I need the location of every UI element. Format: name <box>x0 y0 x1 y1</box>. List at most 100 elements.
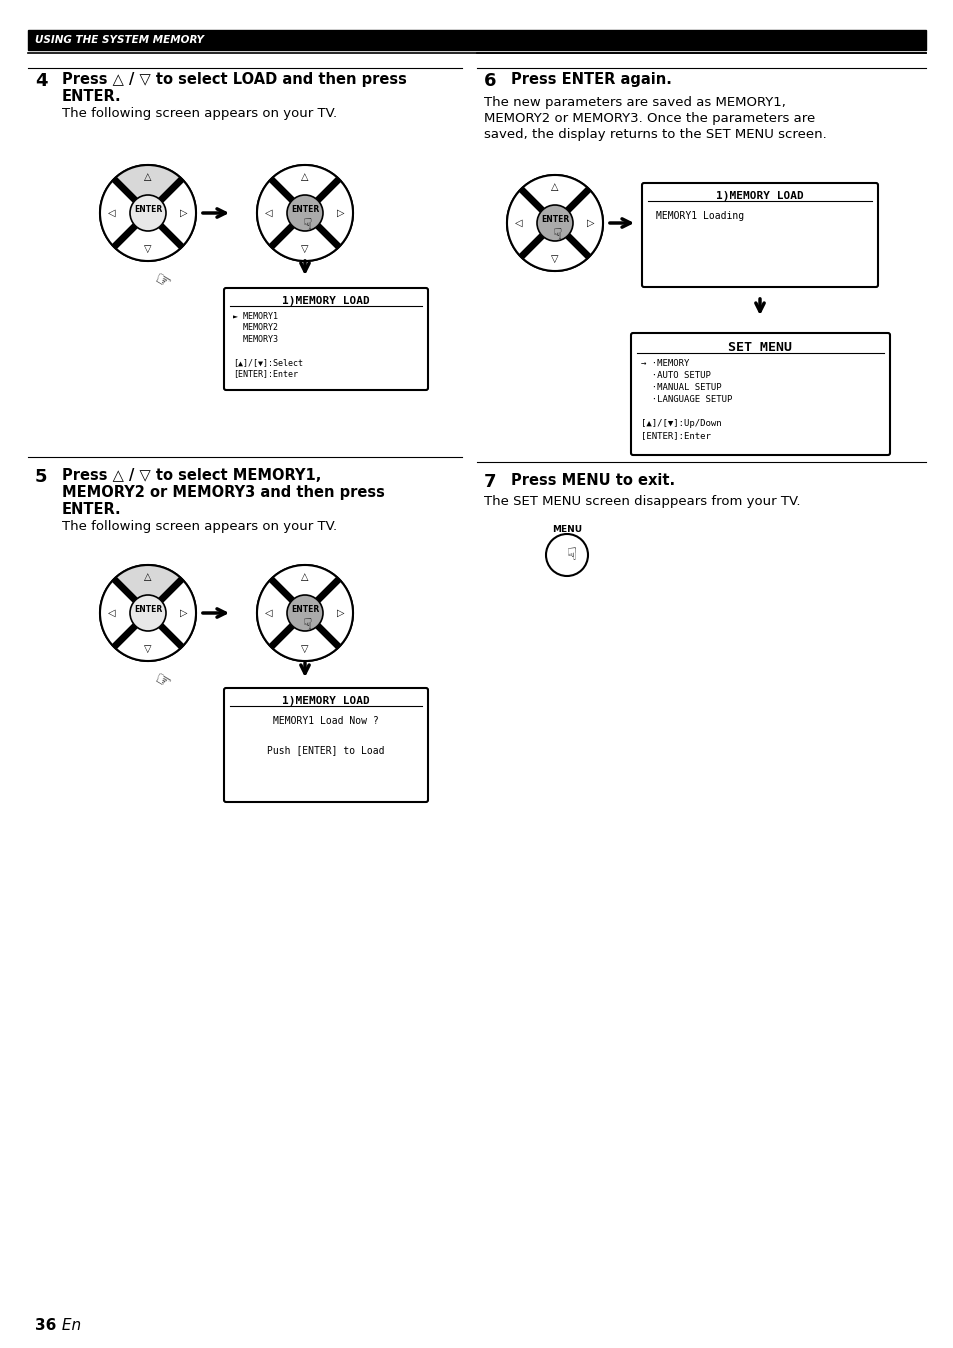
Text: ◁: ◁ <box>265 608 273 617</box>
Wedge shape <box>271 225 338 262</box>
Text: Press MENU to exit.: Press MENU to exit. <box>511 473 675 488</box>
Text: [ENTER]:Enter: [ENTER]:Enter <box>233 369 297 379</box>
Wedge shape <box>114 164 182 201</box>
Wedge shape <box>160 179 195 247</box>
Wedge shape <box>114 225 182 262</box>
Circle shape <box>287 594 323 631</box>
Text: MEMORY2 or MEMORY3 and then press: MEMORY2 or MEMORY3 and then press <box>62 485 384 500</box>
Text: MEMORY2 or MEMORY3. Once the parameters are: MEMORY2 or MEMORY3. Once the parameters … <box>483 112 815 125</box>
Text: USING THE SYSTEM MEMORY: USING THE SYSTEM MEMORY <box>35 35 204 44</box>
Text: ENTER: ENTER <box>133 205 162 213</box>
Circle shape <box>256 164 353 262</box>
Text: ▽: ▽ <box>144 244 152 253</box>
Text: Press △ / ▽ to select MEMORY1,: Press △ / ▽ to select MEMORY1, <box>62 468 321 483</box>
Wedge shape <box>520 175 588 210</box>
Circle shape <box>287 195 323 231</box>
Text: [▲]/[▼]:Select: [▲]/[▼]:Select <box>233 359 303 367</box>
Wedge shape <box>271 625 338 661</box>
FancyBboxPatch shape <box>630 333 889 456</box>
Wedge shape <box>520 236 588 271</box>
Text: ·MANUAL SETUP: ·MANUAL SETUP <box>640 383 720 392</box>
Text: The following screen appears on your TV.: The following screen appears on your TV. <box>62 106 336 120</box>
Text: ◁: ◁ <box>108 208 115 218</box>
Text: 1)MEMORY LOAD: 1)MEMORY LOAD <box>716 191 803 201</box>
Wedge shape <box>256 179 292 247</box>
Text: ▷: ▷ <box>587 218 594 228</box>
Text: Push [ENTER] to Load: Push [ENTER] to Load <box>267 745 384 755</box>
Text: ▷: ▷ <box>337 608 344 617</box>
Text: ☟: ☟ <box>553 226 562 243</box>
Text: ENTER.: ENTER. <box>62 501 121 518</box>
Text: 1)MEMORY LOAD: 1)MEMORY LOAD <box>282 696 370 706</box>
Text: 4: 4 <box>35 71 48 90</box>
Text: ENTER.: ENTER. <box>62 89 121 104</box>
Text: ◁: ◁ <box>515 218 522 228</box>
Text: En: En <box>57 1318 81 1333</box>
Text: The new parameters are saved as MEMORY1,: The new parameters are saved as MEMORY1, <box>483 96 785 109</box>
Text: [ENTER]:Enter: [ENTER]:Enter <box>640 431 710 439</box>
Text: ▽: ▽ <box>301 244 309 253</box>
Text: ▷: ▷ <box>180 208 188 218</box>
Text: ▽: ▽ <box>301 644 309 654</box>
Wedge shape <box>271 164 338 201</box>
Text: ▽: ▽ <box>551 253 558 264</box>
Text: The following screen appears on your TV.: The following screen appears on your TV. <box>62 520 336 532</box>
Text: MENU: MENU <box>552 524 581 534</box>
Wedge shape <box>100 179 135 247</box>
Text: Press △ / ▽ to select LOAD and then press: Press △ / ▽ to select LOAD and then pres… <box>62 71 406 88</box>
Text: saved, the display returns to the SET MENU screen.: saved, the display returns to the SET ME… <box>483 128 826 142</box>
Text: ENTER: ENTER <box>540 214 569 224</box>
Text: The SET MENU screen disappears from your TV.: The SET MENU screen disappears from your… <box>483 495 800 508</box>
Text: △: △ <box>301 173 309 182</box>
Text: MEMORY3: MEMORY3 <box>233 336 277 344</box>
Text: ► MEMORY1: ► MEMORY1 <box>233 311 277 321</box>
Text: ☞: ☞ <box>151 669 173 693</box>
FancyBboxPatch shape <box>641 183 877 287</box>
Wedge shape <box>317 580 353 647</box>
Wedge shape <box>100 580 135 647</box>
Bar <box>28 30 925 50</box>
Text: 5: 5 <box>35 468 48 487</box>
Text: 6: 6 <box>483 71 496 90</box>
Text: 1)MEMORY LOAD: 1)MEMORY LOAD <box>282 297 370 306</box>
Circle shape <box>100 565 195 661</box>
Text: ·AUTO SETUP: ·AUTO SETUP <box>640 371 710 380</box>
Wedge shape <box>114 625 182 661</box>
Wedge shape <box>317 179 353 247</box>
Circle shape <box>100 164 195 262</box>
Circle shape <box>537 205 573 241</box>
Text: ☟: ☟ <box>303 217 313 232</box>
Text: ▷: ▷ <box>337 208 344 218</box>
Text: △: △ <box>144 572 152 582</box>
Text: 36: 36 <box>35 1318 56 1333</box>
Wedge shape <box>506 189 541 257</box>
Text: 7: 7 <box>483 473 496 491</box>
Circle shape <box>545 534 587 576</box>
Wedge shape <box>114 565 182 600</box>
Wedge shape <box>256 580 292 647</box>
Text: [▲]/[▼]:Up/Down: [▲]/[▼]:Up/Down <box>640 419 720 429</box>
Circle shape <box>130 195 166 231</box>
Wedge shape <box>271 565 338 600</box>
Text: ENTER: ENTER <box>291 604 319 613</box>
Circle shape <box>256 565 353 661</box>
Text: ENTER: ENTER <box>291 205 319 213</box>
Wedge shape <box>160 580 195 647</box>
Text: △: △ <box>144 173 152 182</box>
Text: ☞: ☞ <box>151 270 173 293</box>
FancyBboxPatch shape <box>224 687 428 802</box>
Text: MEMORY1 Loading: MEMORY1 Loading <box>656 212 743 221</box>
Text: ·LANGUAGE SETUP: ·LANGUAGE SETUP <box>640 395 732 404</box>
Circle shape <box>130 594 166 631</box>
Circle shape <box>506 175 602 271</box>
Text: MEMORY1 Load Now ?: MEMORY1 Load Now ? <box>273 716 378 727</box>
Text: ▷: ▷ <box>180 608 188 617</box>
Text: △: △ <box>551 182 558 191</box>
Text: ◁: ◁ <box>265 208 273 218</box>
Text: → ·MEMORY: → ·MEMORY <box>640 359 689 368</box>
FancyBboxPatch shape <box>224 288 428 390</box>
Text: MEMORY2: MEMORY2 <box>233 324 277 333</box>
Text: ☟: ☟ <box>566 546 577 563</box>
Text: Press ENTER again.: Press ENTER again. <box>511 71 671 88</box>
Text: △: △ <box>301 572 309 582</box>
